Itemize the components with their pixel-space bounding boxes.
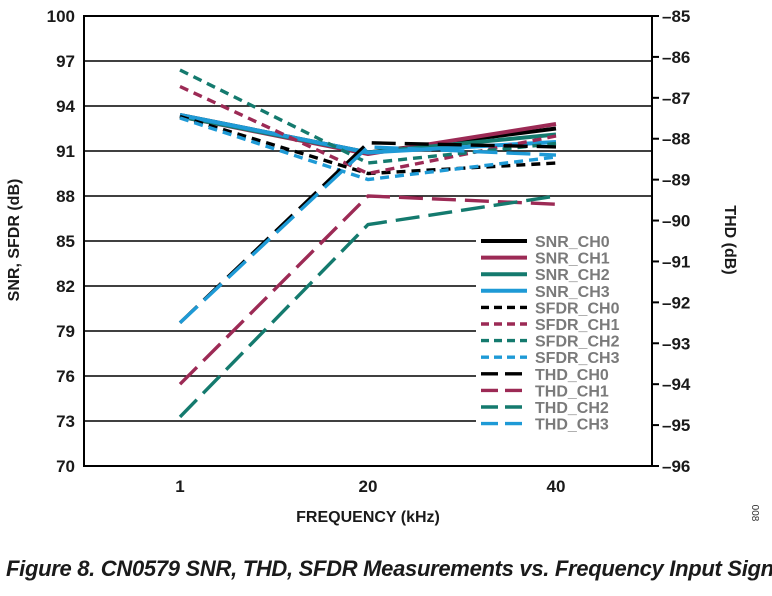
right-tick-label: –89 [662, 171, 690, 190]
series-line-thd-ch1 [178, 194, 557, 386]
legend-label: THD_CH1 [535, 383, 609, 400]
series-line-sfdr-ch3 [179, 116, 557, 182]
left-tick-label: 82 [56, 277, 75, 296]
series-line-thd-ch2 [178, 194, 557, 419]
legend-label: SFDR_CH3 [535, 350, 620, 367]
series-line-sfdr-ch2 [179, 68, 557, 165]
right-tick-label: –94 [662, 375, 691, 394]
x-axis-title: FREQUENCY (kHz) [296, 509, 440, 526]
figure-id: 008 [749, 505, 760, 522]
right-tick-label: –90 [662, 212, 690, 231]
left-tick-label: 94 [56, 97, 75, 116]
right-axis-title: THD (dB) [721, 205, 738, 274]
right-tick-label: –95 [662, 416, 690, 435]
left-tick-label: 88 [56, 187, 75, 206]
right-tick-label: –92 [662, 293, 690, 312]
plot-frame [83, 15, 653, 467]
series-line-sfdr-ch0 [179, 114, 557, 176]
x-tick-label: 20 [359, 477, 378, 496]
legend-label: SFDR_CH2 [535, 334, 620, 351]
right-tick-label: –96 [662, 457, 690, 476]
left-tick-label: 85 [56, 232, 75, 251]
x-tick-label: 1 [175, 477, 184, 496]
legend-label: SFDR_CH1 [535, 317, 620, 334]
figure-caption: Figure 8. CN0579 SNR, THD, SFDR Measurem… [6, 556, 772, 581]
x-axis-ticks: 1 20 40 [175, 477, 565, 496]
right-tick-label: –86 [662, 48, 690, 67]
right-axis-ticks: –85 –86 –87 –88 –89 –90 –91 –92 –93 –94 –95 –96 [652, 7, 691, 476]
legend-label: SNR_CH2 [535, 267, 610, 284]
legend-label: SFDR_CH0 [535, 300, 620, 317]
series-lines [178, 68, 557, 419]
right-tick-label: –93 [662, 334, 690, 353]
left-tick-label: 76 [56, 367, 75, 386]
legend: SNR_CH0SNR_CH1SNR_CH2SNR_CH3SFDR_CH0SFDR… [481, 234, 620, 434]
left-tick-label: 97 [56, 52, 75, 71]
legend-label: SNR_CH1 [535, 251, 610, 268]
legend-label: THD_CH3 [535, 417, 609, 434]
left-tick-label: 79 [56, 322, 75, 341]
series-line-thd-ch3 [178, 145, 557, 325]
legend-label: THD_CH0 [535, 367, 609, 384]
legend-label: SNR_CH0 [535, 234, 610, 251]
right-tick-label: –91 [662, 252, 690, 271]
left-axis-title: SNR, SFDR (dB) [6, 179, 23, 302]
left-tick-label: 73 [56, 412, 75, 431]
right-tick-label: –85 [662, 7, 690, 26]
legend-label: SNR_CH3 [535, 284, 610, 301]
left-axis-ticks: 100 97 94 91 88 85 82 79 76 73 70 [47, 7, 76, 476]
x-tick-label: 40 [547, 477, 566, 496]
legend-background [476, 230, 651, 452]
right-tick-label: –88 [662, 130, 690, 149]
left-tick-label: 100 [47, 7, 75, 26]
gridlines [84, 60, 652, 422]
left-tick-label: 70 [56, 457, 75, 476]
right-tick-label: –87 [662, 89, 690, 108]
left-tick-label: 91 [56, 142, 75, 161]
legend-label: THD_CH2 [535, 400, 609, 417]
